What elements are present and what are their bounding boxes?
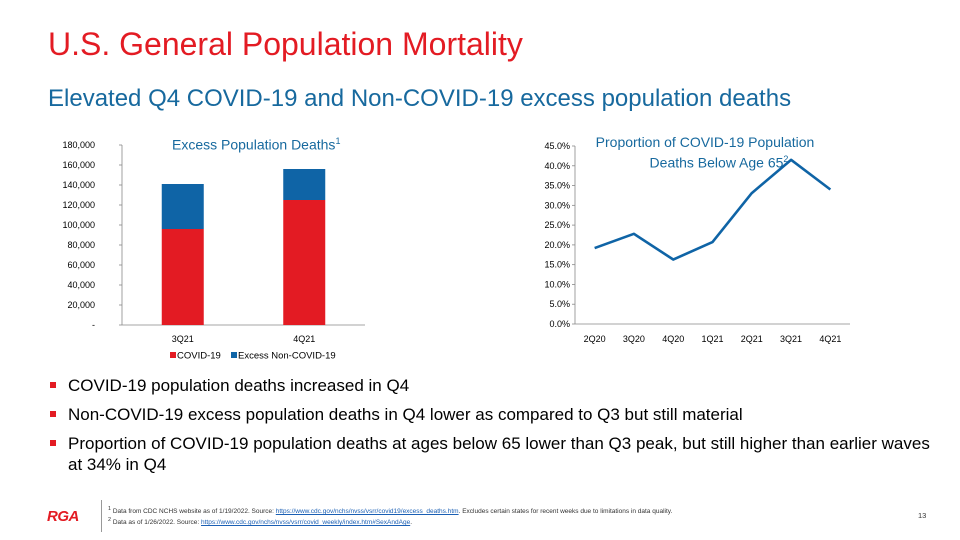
line-series-proportion-below-65 — [594, 158, 832, 261]
footnote-1: 1 Data from CDC NCHS website as of 1/19/… — [108, 505, 672, 516]
line-chart: 0.0% 5.0% 10.0% 15.0% 20.0% 25.0% 30.0% 35.0% 40… — [544, 141, 850, 344]
footnote-1-marker: 1 — [108, 506, 112, 512]
line-chart-y-tick-label: 25.0% — [544, 220, 570, 230]
line-chart-x-tick-label: 1Q21 — [701, 334, 723, 344]
footnote-1-tail: . Excludes certain states for recent wee… — [458, 508, 673, 516]
line-chart-y-tick-label: 5.0% — [549, 299, 570, 309]
bar-chart-y-tick-label: 120,000 — [62, 200, 95, 210]
bullet-item: Proportion of COVID-19 population deaths… — [50, 433, 930, 475]
bar-segment-excess-non-covid — [161, 184, 204, 229]
footer-divider — [101, 500, 102, 532]
footnote-1-link[interactable]: https://www.cdc.gov/nchs/nvss/vsrr/covid… — [275, 508, 459, 516]
line-chart-title-line2: Deaths Below Age 652 — [580, 151, 830, 172]
bar-chart-y-tick-label: 140,000 — [62, 180, 95, 190]
bar-chart-y-tick-label: - — [92, 320, 95, 330]
footnote-2: 2 Data as of 1/26/2022. Source: https://… — [108, 516, 672, 527]
footnote-1-text: Data from CDC NCHS website as of 1/19/20… — [112, 508, 276, 516]
bar-chart: - 20,000 40,000 60,000 80,000 100,000 120,000 1… — [62, 140, 365, 362]
footnotes: 1 Data from CDC NCHS website as of 1/19/… — [108, 505, 672, 527]
bar-chart-x-tick-label: 4Q21 — [293, 334, 315, 344]
line-chart-title: Proportion of COVID-19 Population Deaths… — [580, 134, 830, 172]
line-chart-x-tick-label: 4Q21 — [819, 334, 841, 344]
line-chart-x-tick-label: 3Q20 — [623, 334, 645, 344]
bar-chart-y-tick-label: 60,000 — [67, 260, 95, 270]
line-chart-y-tick-label: 40.0% — [544, 161, 570, 171]
bar-chart-y-tick-label: 100,000 — [62, 220, 95, 230]
line-chart-x-tick-label: 2Q21 — [741, 334, 763, 344]
bar-chart-title: Excess Population Deaths1 — [172, 133, 340, 154]
page-number: 13 — [918, 511, 927, 520]
line-chart-y-tick-label: 20.0% — [544, 240, 570, 250]
bullet-list: COVID-19 population deaths increased in … — [50, 375, 930, 483]
footnote-2-marker: 2 — [108, 517, 112, 524]
line-chart-y-tick-label: 10.0% — [544, 279, 570, 289]
legend-label: COVID-19 — [177, 351, 221, 362]
bar-segment-covid — [283, 200, 326, 325]
bullet-item: Non-COVID-19 excess population deaths in… — [50, 404, 930, 425]
slide-subtitle: Elevated Q4 COVID-19 and Non-COVID-19 ex… — [48, 85, 792, 112]
line-chart-x-tick-label: 4Q20 — [662, 334, 684, 344]
legend-label: Excess Non-COVID-19 — [238, 351, 336, 362]
bar-segment-covid — [161, 229, 204, 325]
bullet-item: COVID-19 population deaths increased in … — [50, 375, 930, 396]
rga-logo: RGA — [47, 508, 79, 525]
line-chart-x-tick-label: 3Q21 — [780, 334, 802, 344]
footnote-2-tail: . — [410, 519, 412, 527]
line-chart-y-tick-label: 45.0% — [544, 141, 570, 151]
bar-chart-title-footnote-ref: 1 — [335, 136, 341, 146]
legend-swatch — [231, 352, 237, 358]
bar-chart-y-tick-label: 40,000 — [67, 280, 95, 290]
line-chart-y-tick-label: 0.0% — [549, 319, 570, 329]
line-chart-x-tick-label: 2Q20 — [584, 334, 606, 344]
line-chart-title-footnote-ref: 2 — [783, 154, 789, 164]
slide-title: U.S. General Population Mortality — [48, 26, 523, 62]
legend-swatch — [170, 352, 176, 358]
bar-segment-excess-non-covid — [283, 169, 326, 200]
bar-chart-y-tick-label: 160,000 — [62, 160, 95, 170]
footnote-2-text: Data as of 1/26/2022. Source: — [112, 519, 201, 527]
line-chart-title-line1: Proportion of COVID-19 Population — [595, 134, 815, 150]
bar-chart-x-tick-label: 3Q21 — [172, 334, 194, 344]
bar-chart-y-tick-label: 20,000 — [67, 300, 95, 310]
line-chart-y-tick-label: 15.0% — [544, 260, 570, 270]
bar-chart-title-text: Excess Population Deaths — [172, 136, 336, 153]
bar-chart-y-tick-label: 80,000 — [67, 240, 95, 250]
line-chart-y-tick-label: 30.0% — [544, 200, 570, 210]
line-chart-title-line2-text: Deaths Below Age 65 — [649, 154, 784, 171]
bar-chart-y-tick-label: 180,000 — [62, 140, 95, 150]
line-chart-y-tick-label: 35.0% — [544, 181, 570, 191]
footnote-2-link[interactable]: https://www.cdc.gov/nchs/nvss/vsrr/covid… — [201, 519, 411, 527]
